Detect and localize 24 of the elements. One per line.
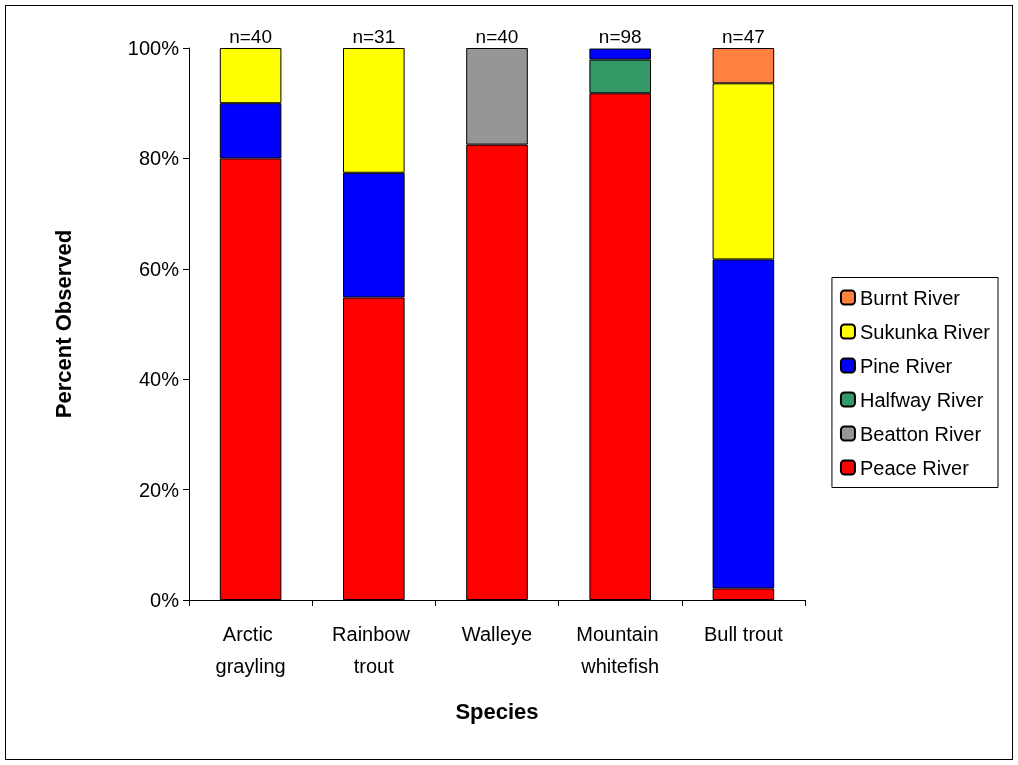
annotation: n=98: [598, 25, 642, 47]
y-tick-label: 80%: [138, 147, 180, 170]
x-tick-label: Mountain whitefish: [576, 623, 665, 677]
x-tick-label: Arctic grayling: [215, 623, 286, 677]
y-tick-label: 20%: [138, 478, 180, 501]
legend-label: Peace River: [859, 456, 970, 479]
y-tick-label: 0%: [150, 589, 180, 611]
y-tick-label: 40%: [138, 368, 180, 391]
x-tick-label: Walleye: [461, 623, 533, 645]
y-tick-label: 100%: [127, 37, 180, 59]
legend-label: Halfway River: [859, 388, 984, 411]
annotation: n=40: [229, 25, 272, 47]
x-axis-title: Species: [455, 698, 539, 724]
legend-label: Beatton River: [859, 422, 982, 445]
annotation: n=40: [475, 25, 519, 47]
annotation: n=47: [722, 25, 765, 47]
y-axis-title: Percent Observed: [50, 229, 76, 419]
annotation: n=31: [352, 25, 396, 47]
legend-label: Burnt River: [859, 286, 961, 309]
y-tick-label: 60%: [138, 257, 180, 280]
x-tick-label: Rainbow trout: [332, 623, 416, 677]
x-tick-label: Bull trout: [703, 623, 784, 645]
legend-label: Sukunka River: [859, 320, 991, 343]
legend-label: Pine River: [859, 354, 953, 377]
